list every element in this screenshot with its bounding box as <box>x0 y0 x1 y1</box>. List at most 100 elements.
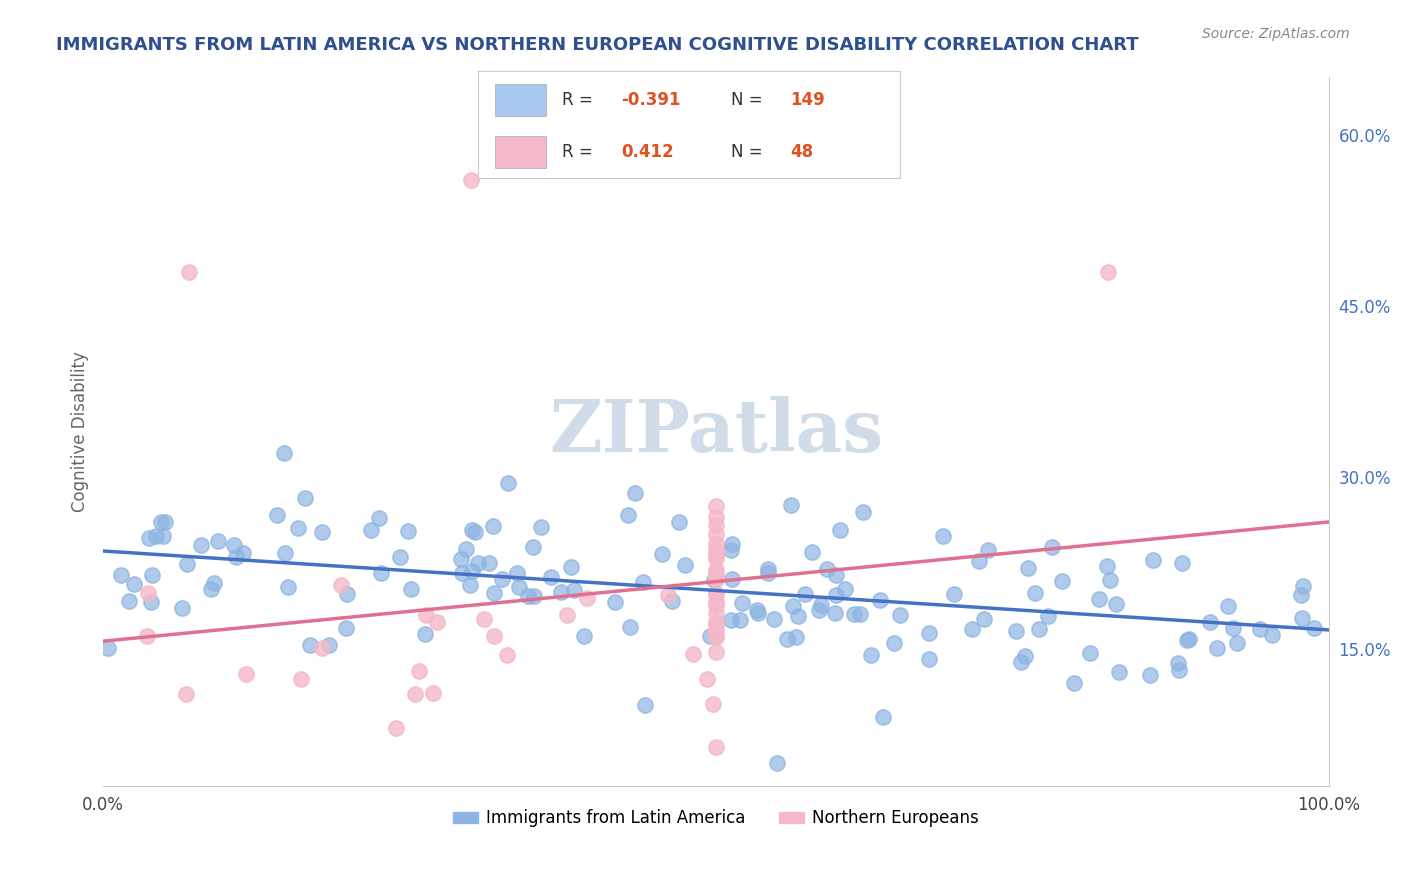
Point <box>1205 641 1227 656</box>
Point <box>617 508 640 523</box>
Point <box>1260 628 1282 642</box>
Point <box>824 607 846 621</box>
Point <box>704 595 727 609</box>
Point <box>786 608 808 623</box>
Point <box>408 664 430 678</box>
Point <box>385 721 408 735</box>
Text: R =: R = <box>562 91 599 109</box>
Point <box>763 612 786 626</box>
Point <box>464 525 486 540</box>
Point <box>704 570 727 584</box>
Point <box>603 595 626 609</box>
Point <box>540 570 562 584</box>
Point <box>136 585 159 599</box>
Point <box>1139 668 1161 682</box>
Point <box>872 710 894 724</box>
Point <box>668 516 690 530</box>
Point <box>294 491 316 506</box>
Point <box>1178 632 1201 646</box>
Point <box>747 607 769 621</box>
Text: -0.391: -0.391 <box>621 91 681 109</box>
Point <box>1168 663 1191 677</box>
Point <box>177 265 200 279</box>
Point <box>1175 632 1198 647</box>
Point <box>1088 592 1111 607</box>
Point <box>141 568 163 582</box>
Point <box>562 582 585 597</box>
Point <box>506 566 529 580</box>
Text: N =: N = <box>731 91 768 109</box>
Point <box>1289 588 1312 602</box>
Point <box>451 566 474 581</box>
Point <box>704 645 727 659</box>
Point <box>1017 561 1039 575</box>
Point <box>1291 611 1313 625</box>
Point <box>883 636 905 650</box>
Point <box>1226 636 1249 650</box>
Point <box>467 556 489 570</box>
Point <box>780 498 803 512</box>
Point <box>704 587 727 601</box>
Point <box>704 566 727 581</box>
Point <box>1098 573 1121 587</box>
Point <box>842 607 865 621</box>
Point <box>174 687 197 701</box>
Point <box>136 629 159 643</box>
Point <box>699 629 721 643</box>
Point <box>967 554 990 568</box>
Point <box>482 629 505 643</box>
Point <box>415 608 437 623</box>
Point <box>849 607 872 621</box>
Point <box>1050 574 1073 588</box>
Point <box>704 518 727 533</box>
Point <box>450 552 472 566</box>
Point <box>274 546 297 560</box>
Point <box>703 573 725 587</box>
Point <box>704 548 727 562</box>
Point <box>794 587 817 601</box>
Point <box>756 562 779 576</box>
Point <box>550 584 572 599</box>
Y-axis label: Cognitive Disability: Cognitive Disability <box>72 351 89 512</box>
Point <box>633 575 655 590</box>
Point <box>800 545 823 559</box>
Point <box>704 527 727 541</box>
Point <box>460 173 482 187</box>
Point <box>825 588 848 602</box>
Point <box>396 524 419 539</box>
Point <box>176 557 198 571</box>
Point <box>491 572 513 586</box>
Point <box>634 698 657 712</box>
Point <box>704 606 727 620</box>
Point <box>508 580 530 594</box>
Point <box>834 582 856 597</box>
Point <box>399 582 422 596</box>
Point <box>1105 597 1128 611</box>
Text: ZIPatlas: ZIPatlas <box>548 396 883 467</box>
Point <box>336 587 359 601</box>
Point <box>1063 676 1085 690</box>
Point <box>370 566 392 581</box>
Point <box>149 515 172 529</box>
Point <box>498 475 520 490</box>
Point <box>810 598 832 612</box>
Point <box>704 623 727 637</box>
Point <box>942 587 965 601</box>
Point <box>207 534 229 549</box>
Point <box>523 590 546 604</box>
Point <box>472 612 495 626</box>
Point <box>170 600 193 615</box>
Point <box>815 562 838 576</box>
Text: R =: R = <box>562 143 599 161</box>
Point <box>1078 646 1101 660</box>
Point <box>756 566 779 580</box>
Point <box>704 542 727 557</box>
Text: N =: N = <box>731 143 768 161</box>
Point <box>152 529 174 543</box>
Point <box>808 603 831 617</box>
Point <box>651 547 673 561</box>
Point <box>704 630 727 644</box>
Point <box>1038 609 1060 624</box>
Point <box>266 508 288 522</box>
Point <box>1249 622 1271 636</box>
